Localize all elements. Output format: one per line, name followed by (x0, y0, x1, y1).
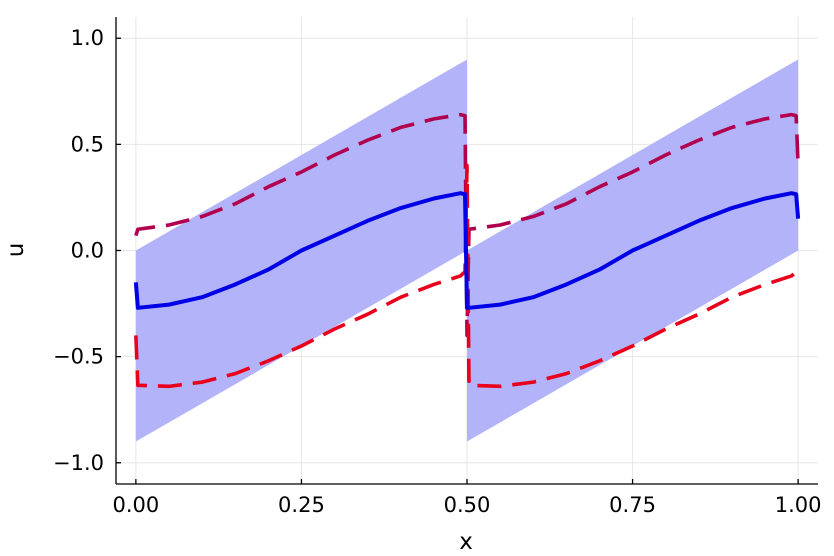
y-tick-label-1: −0.5 (53, 345, 104, 369)
x-tick-label-2: 0.50 (444, 493, 491, 517)
x-tick-label-0: 0.00 (112, 493, 159, 517)
x-tick-label-1: 0.25 (278, 493, 325, 517)
y-tick-label-0: −1.0 (53, 451, 104, 475)
y-axis-title: u (3, 243, 29, 258)
x-tick-label-4: 1.00 (775, 493, 822, 517)
lower-bound-dashed-line (134, 163, 800, 389)
y-tick-label-2: 0.0 (71, 239, 104, 263)
y-tick-label-4: 1.0 (71, 26, 104, 50)
x-axis-title: x (459, 529, 473, 555)
mean-line (133, 191, 801, 310)
axes (115, 17, 818, 485)
series-layer (133, 112, 801, 389)
tick-labels: 0.00 0.25 0.50 0.75 1.00 −1.0 −0.5 0.0 0.5 1.0 (53, 26, 822, 517)
y-tick-label-3: 0.5 (71, 132, 104, 156)
x-tick-label-3: 0.75 (609, 493, 656, 517)
